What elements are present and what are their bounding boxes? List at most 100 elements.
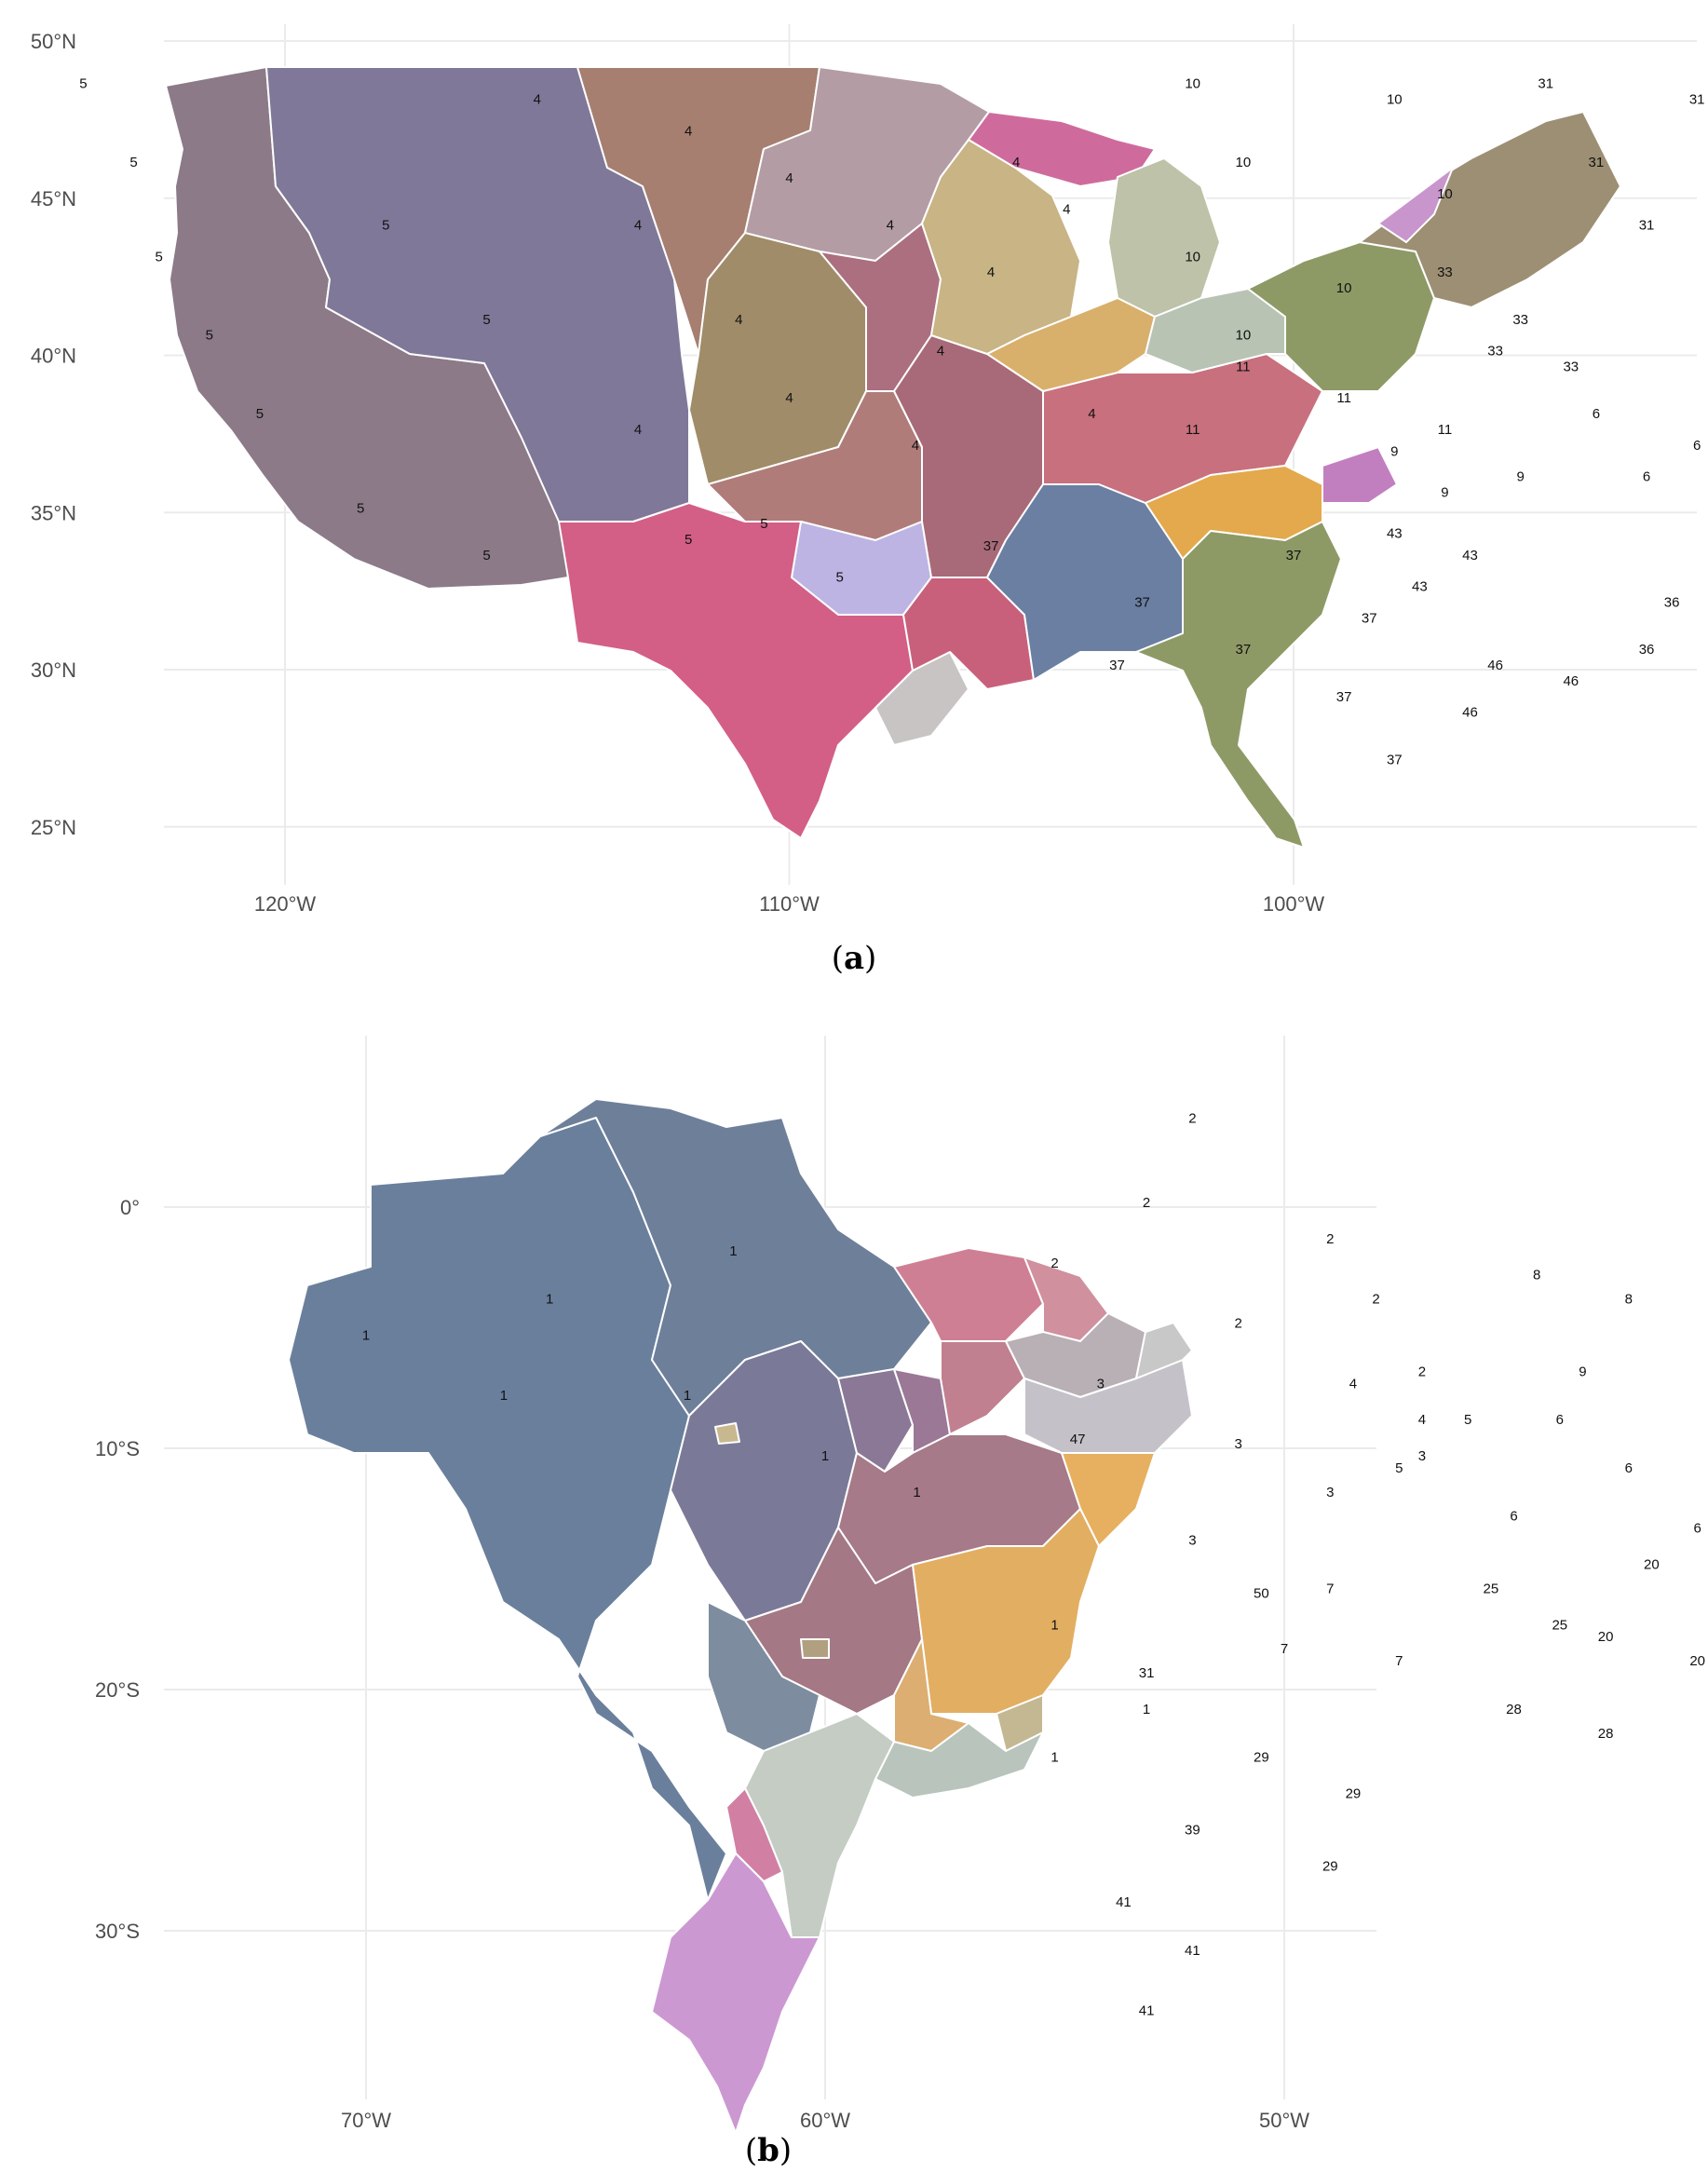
cluster-label: 6 — [1693, 438, 1701, 454]
cluster-label: 46 — [1462, 705, 1478, 721]
cluster-label: 37 — [1362, 610, 1377, 626]
cluster-label: 3 — [1097, 1376, 1105, 1391]
cluster-label: 6 — [1643, 469, 1650, 485]
x-tick-label: 60°W — [800, 2109, 850, 2132]
cluster-label: 37 — [1387, 752, 1403, 767]
cluster-label: 4 — [912, 438, 919, 454]
panel-a-axis-labels: 120°W110°W100°W90°W80°W70°W25°N30°N35°N4… — [31, 30, 1325, 916]
cluster-label: 9 — [1517, 469, 1525, 485]
region-pa-va — [1247, 241, 1435, 392]
cluster-label: 33 — [1437, 265, 1453, 280]
cluster-label: 11 — [1438, 422, 1453, 438]
region-coastal-nc — [1322, 446, 1398, 504]
region-ma — [893, 1247, 1044, 1342]
cluster-label: 29 — [1346, 1786, 1362, 1802]
x-tick-label: 50°W — [1259, 2109, 1309, 2132]
region-ba-south — [912, 1508, 1100, 1715]
cluster-label: 4 — [785, 170, 793, 186]
cluster-label: 5 — [685, 532, 692, 548]
cluster-label: 37 — [983, 538, 999, 554]
cluster-label: 36 — [1639, 642, 1655, 658]
cluster-label: 43 — [1412, 579, 1428, 595]
cluster-label: 36 — [1664, 595, 1680, 611]
cluster-label: 10 — [1185, 249, 1200, 265]
cluster-label: 1 — [500, 1388, 508, 1404]
cluster-label: 4 — [937, 344, 944, 360]
cluster-label: 1 — [1051, 1617, 1058, 1633]
y-tick-label: 25°N — [31, 816, 76, 839]
cluster-label: 3 — [1418, 1448, 1426, 1464]
cluster-label: 46 — [1487, 658, 1503, 673]
cluster-label: 43 — [1387, 525, 1403, 541]
cluster-label: 31 — [1639, 218, 1655, 234]
cluster-label: 1 — [1143, 1702, 1150, 1717]
cluster-label: 8 — [1533, 1268, 1540, 1283]
y-tick-label: 30°S — [95, 1920, 140, 1943]
region-upstate-ny — [1377, 167, 1454, 243]
x-tick-label: 70°W — [341, 2109, 391, 2132]
cluster-label: 20 — [1598, 1629, 1614, 1645]
cluster-label: 3 — [1188, 1533, 1196, 1549]
cluster-label: 37 — [1336, 689, 1352, 705]
cluster-label: 3 — [1326, 1485, 1334, 1500]
x-tick-label: 120°W — [254, 892, 317, 916]
cluster-label: 2 — [1372, 1292, 1379, 1308]
cluster-label: 7 — [1281, 1641, 1288, 1657]
cluster-label: 5 — [482, 548, 490, 563]
cluster-label: 3 — [1235, 1436, 1242, 1452]
cluster-label: 5 — [129, 155, 137, 170]
cluster-label: 5 — [760, 516, 767, 532]
cluster-label: 11 — [1236, 359, 1251, 374]
cluster-label: 5 — [482, 312, 490, 328]
region-southeast — [1135, 521, 1342, 848]
cluster-label: 37 — [1109, 658, 1125, 673]
cluster-label: 6 — [1625, 1460, 1633, 1476]
cluster-label: 5 — [835, 570, 843, 586]
cluster-label: 7 — [1395, 1653, 1403, 1669]
y-tick-label: 50°N — [31, 30, 76, 53]
cluster-label: 4 — [887, 218, 894, 234]
cluster-label: 47 — [1070, 1432, 1086, 1447]
cluster-label: 25 — [1552, 1617, 1567, 1633]
cluster-label: 1 — [913, 1485, 920, 1500]
y-tick-label: 20°S — [95, 1678, 140, 1702]
cluster-label: 6 — [1593, 406, 1600, 422]
cluster-label: 2 — [1418, 1364, 1426, 1379]
cluster-label: 10 — [1236, 155, 1252, 170]
cluster-label: 4 — [1418, 1412, 1426, 1428]
cluster-label: 2 — [1326, 1231, 1334, 1247]
cluster-label: 5 — [206, 328, 213, 344]
y-tick-label: 40°N — [31, 345, 76, 368]
panel-a-cluster-labels: 5 5 5 5 5 5 5 5 5 5 5 5 4 4 4 4 4 4 4 4 4 4 4 4 4 4 10 10 10 10 10 10 10… — [79, 76, 1704, 768]
cluster-label: 28 — [1506, 1702, 1522, 1717]
cluster-label: 33 — [1563, 359, 1579, 374]
y-tick-label: 45°N — [31, 187, 76, 210]
cluster-label: 7 — [1326, 1581, 1334, 1596]
cluster-label: 41 — [1185, 1943, 1200, 1959]
y-tick-label: 35°N — [31, 501, 76, 524]
panel-b-regions — [288, 1098, 1193, 2134]
region-go — [800, 1638, 830, 1659]
cluster-label: 9 — [1579, 1364, 1586, 1379]
region-mi — [1107, 157, 1221, 318]
cluster-label: 10 — [1387, 92, 1403, 108]
cluster-label: 33 — [1487, 344, 1503, 360]
cluster-label: 10 — [1185, 76, 1200, 92]
cluster-label: 1 — [684, 1388, 691, 1404]
cluster-label: 5 — [382, 218, 389, 234]
cluster-label: 4 — [1012, 155, 1020, 170]
cluster-label: 29 — [1322, 1858, 1338, 1874]
panel-b-brazil-map: 1111111111222222233333445566667778891013… — [95, 1036, 1705, 2169]
cluster-label: 10 — [1437, 186, 1453, 202]
cluster-label: 25 — [1484, 1581, 1499, 1596]
cluster-label: 50 — [1254, 1586, 1269, 1602]
cluster-label: 4 — [1088, 406, 1095, 422]
cluster-label: 1 — [1051, 1750, 1058, 1766]
panel-a-regions — [165, 66, 1621, 848]
panel-a-usa-map: 5 5 5 5 5 5 5 5 5 5 5 5 4 4 4 4 4 4 4 4 4 4 4 4 4 4 10 10 10 10 10 10 10… — [31, 24, 1705, 977]
cluster-label: 31 — [1589, 155, 1605, 170]
y-tick-label: 0° — [120, 1196, 140, 1219]
x-tick-label: 110°W — [759, 892, 820, 916]
cluster-label: 4 — [534, 92, 541, 108]
cluster-label: 10 — [1336, 280, 1352, 296]
